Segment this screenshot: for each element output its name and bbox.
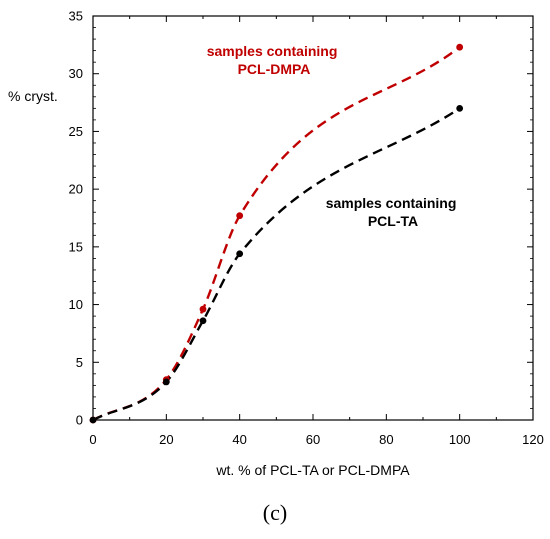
series-label-pcl-ta-line2: PCL-TA — [368, 213, 418, 229]
data-point-pcl-dmpa — [456, 43, 464, 51]
y-tick-label: 30 — [69, 66, 83, 81]
y-tick-label: 15 — [69, 239, 83, 254]
y-tick-label: 35 — [69, 9, 83, 24]
x-tick-label: 20 — [159, 432, 173, 447]
series-line-pcl-dmpa — [92, 46, 461, 422]
x-axis-label: wt. % of PCL-TA or PCL-DMPA — [215, 462, 410, 478]
y-axis-label: % cryst. — [8, 88, 58, 104]
series-label-pcl-dmpa-line1: samples containing — [207, 43, 338, 59]
x-tick-label: 0 — [89, 432, 96, 447]
series-label-pcl-dmpa: samples containing PCL-DMPA — [207, 43, 342, 77]
labels-layer: % cryst. wt. % of PCL-TA or PCL-DMPA (c)… — [8, 43, 461, 525]
axes-layer — [92, 15, 534, 421]
data-point-pcl-ta — [456, 104, 464, 112]
data-point-pcl-dmpa — [236, 212, 244, 220]
series-label-pcl-ta-line1: samples containing — [326, 195, 457, 211]
data-point-pcl-dmpa — [199, 305, 207, 313]
x-tick-label: 60 — [306, 432, 320, 447]
y-tick-label: 0 — [76, 413, 83, 428]
y-tick-label: 10 — [69, 297, 83, 312]
series-layer — [92, 46, 461, 422]
panel-label: (c) — [263, 500, 287, 525]
ticks-layer: 0 20 40 60 80 100 120 0 5 10 15 20 25 30 35 — [69, 9, 544, 448]
series-label-pcl-dmpa-line2: PCL-DMPA — [238, 61, 311, 77]
series-line-pcl-ta — [92, 107, 461, 422]
data-point-pcl-ta — [89, 416, 97, 424]
x-tick-label: 120 — [522, 432, 544, 447]
series-label-pcl-ta: samples containing PCL-TA — [326, 195, 461, 229]
x-tick-label: 80 — [379, 432, 393, 447]
data-point-pcl-ta — [162, 378, 170, 386]
data-point-pcl-ta — [199, 317, 207, 325]
x-tick-label: 40 — [232, 432, 246, 447]
y-tick-label: 20 — [69, 182, 83, 197]
x-tick-label: 100 — [449, 432, 471, 447]
points-layer — [89, 43, 464, 424]
y-tick-label: 5 — [76, 355, 83, 370]
data-point-pcl-ta — [236, 250, 244, 258]
plot-frame — [92, 15, 534, 421]
y-tick-label: 25 — [69, 124, 83, 139]
